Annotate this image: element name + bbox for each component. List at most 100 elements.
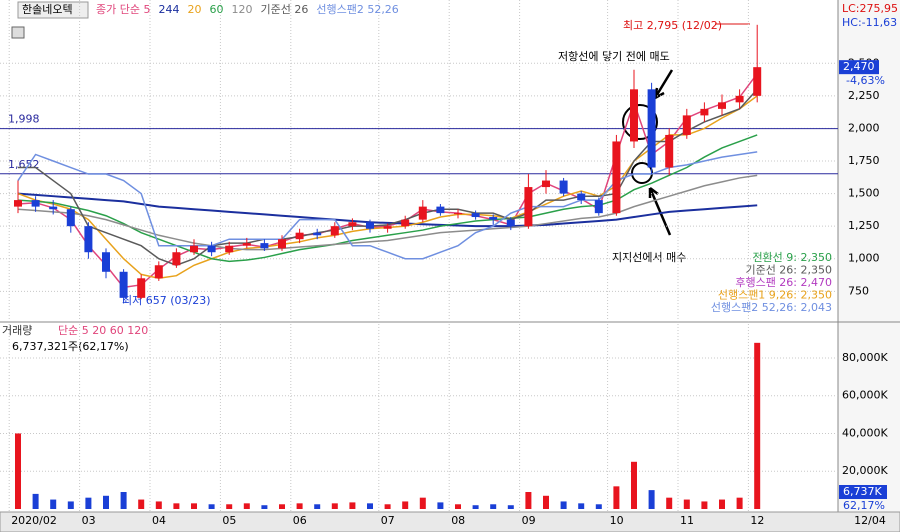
candle-body	[242, 243, 251, 246]
y-tick-label: 60,000K	[842, 389, 888, 402]
candle-body	[454, 213, 462, 215]
ichimoku-item: 후행스팬 26: 2,470	[735, 276, 832, 289]
volume-bar	[507, 505, 514, 509]
volume-bar	[155, 501, 162, 509]
candle-body	[418, 206, 427, 220]
volume-bar	[191, 503, 197, 509]
x-tick-label: 07	[381, 514, 395, 527]
volume-bar	[103, 495, 109, 509]
indicator-line	[17, 134, 758, 263]
level-label: 1,998	[8, 113, 40, 126]
legend-item: 244	[158, 3, 179, 16]
sell-note: 저항선에 닿기 전에 매도	[558, 49, 670, 63]
volume-bar	[455, 504, 461, 509]
volume-bar	[50, 499, 57, 509]
candle-body	[718, 102, 726, 109]
volume-bar	[595, 504, 602, 509]
candle-body	[295, 232, 304, 240]
resistance-circle	[622, 104, 658, 140]
low-note: 최저 657 (03/23)	[122, 294, 211, 307]
x-tick-label: 06	[293, 514, 307, 527]
y-tick-label: 1,250	[848, 219, 880, 232]
candle-body	[700, 108, 709, 116]
x-tick-label: 05	[222, 514, 236, 527]
volume-bar	[349, 502, 356, 509]
y-tick-label: 1,000	[848, 252, 880, 265]
candle-body	[489, 217, 498, 220]
candle-body	[31, 200, 40, 207]
candle-body	[66, 209, 75, 227]
chart-title: 한솔네오텍	[22, 3, 73, 16]
x-tick-label: 04	[152, 514, 166, 527]
date-axis	[0, 511, 900, 532]
candle-body	[735, 95, 744, 103]
indicator-line	[17, 174, 758, 251]
icon	[11, 26, 25, 39]
candle-body	[278, 239, 286, 249]
volume-bar	[490, 504, 497, 509]
volume-bar	[683, 499, 690, 509]
y-tick-label: 2,250	[848, 89, 880, 102]
last-price-box	[839, 60, 879, 75]
candle-body	[154, 265, 163, 279]
candle-body	[207, 245, 216, 253]
last-volume: 6,737K	[843, 485, 882, 498]
volume-bar	[279, 504, 285, 509]
volume-bar	[261, 505, 268, 509]
buy-note: 지지선에서 매수	[612, 251, 686, 264]
candle-body	[172, 252, 181, 266]
volume-bar	[560, 501, 567, 509]
candle-body	[260, 243, 269, 249]
ichimoku-item: 전환선 9: 2,350	[752, 251, 832, 264]
candle-body	[401, 219, 410, 227]
candle-body	[225, 245, 234, 253]
volume-bar	[32, 493, 39, 509]
legend-item: 60	[209, 3, 223, 16]
x-tick-label: 09	[522, 514, 536, 527]
candle-body	[471, 213, 480, 218]
volume-bar	[472, 505, 479, 509]
legend-item: 기준선 26	[260, 3, 308, 16]
title-box	[17, 1, 89, 19]
volume-bar	[648, 490, 655, 509]
volume-bar	[736, 497, 743, 509]
candle-body	[137, 278, 146, 298]
ichimoku-item: 선행스팬1 9,26: 2,350	[718, 289, 832, 302]
y-tick-label: 750	[848, 284, 869, 297]
last-volume-box	[839, 485, 887, 499]
candle-body	[630, 89, 638, 142]
x-tick-label: 03	[82, 514, 96, 527]
candle-body	[383, 226, 392, 229]
candle-body	[594, 200, 603, 214]
candle-body	[49, 206, 58, 210]
volume-bar	[314, 504, 321, 509]
y-tick-label: 40,000K	[842, 426, 888, 439]
candle-body	[14, 200, 22, 207]
y-tick-label: 1,750	[848, 154, 880, 167]
volume-bar	[384, 504, 391, 509]
volume-bar	[402, 501, 409, 509]
last-price: 2,470	[843, 60, 875, 73]
volume-bar	[754, 342, 761, 509]
volume-bar	[208, 504, 215, 509]
y-tick-label: 1,500	[848, 187, 880, 200]
volume-bar	[120, 492, 127, 509]
candle-body	[190, 245, 198, 253]
volume-bar	[173, 503, 180, 509]
candle-body	[436, 206, 445, 214]
candle-body	[102, 252, 110, 272]
volume-bar	[15, 433, 21, 509]
candle-body	[559, 180, 568, 194]
volume-bar	[631, 461, 637, 509]
buy-arrow	[648, 187, 672, 236]
candle-body	[348, 222, 357, 227]
candle-body	[753, 67, 762, 96]
candle-body	[542, 180, 550, 188]
volume-title: 거래량	[2, 324, 32, 337]
legend-item: 20	[187, 3, 201, 16]
volume-bar	[613, 486, 620, 509]
axis-area	[838, 0, 900, 532]
volume-bar	[578, 503, 585, 509]
